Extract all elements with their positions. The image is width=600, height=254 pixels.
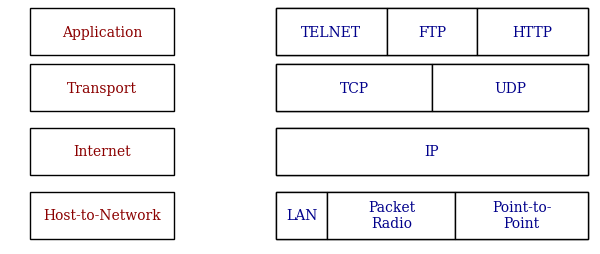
Bar [30,65,174,112]
Text: Internet: Internet [73,145,131,159]
Text: Packet
Radio: Packet Radio [368,200,415,230]
Text: Transport: Transport [67,81,137,95]
Text: TELNET: TELNET [301,25,361,39]
Text: Host-to-Network: Host-to-Network [43,208,161,222]
Bar [276,9,387,56]
Bar [30,128,174,175]
Bar [276,192,328,239]
Bar [276,192,588,239]
Bar [276,128,588,175]
Bar [387,9,477,56]
Bar [477,9,588,56]
Bar [276,65,432,112]
Text: Application: Application [62,25,142,39]
Text: LAN: LAN [286,208,317,222]
Bar [432,65,588,112]
Bar [30,192,174,239]
Text: TCP: TCP [340,81,368,95]
Text: UDP: UDP [494,81,526,95]
Bar [30,9,174,56]
Bar [328,192,455,239]
Bar [276,128,588,175]
Text: FTP: FTP [418,25,446,39]
Bar [455,192,588,239]
Bar [276,65,588,112]
Text: Point-to-
Point: Point-to- Point [492,200,551,230]
Bar [276,9,588,56]
Text: IP: IP [425,145,439,159]
Text: HTTP: HTTP [512,25,553,39]
